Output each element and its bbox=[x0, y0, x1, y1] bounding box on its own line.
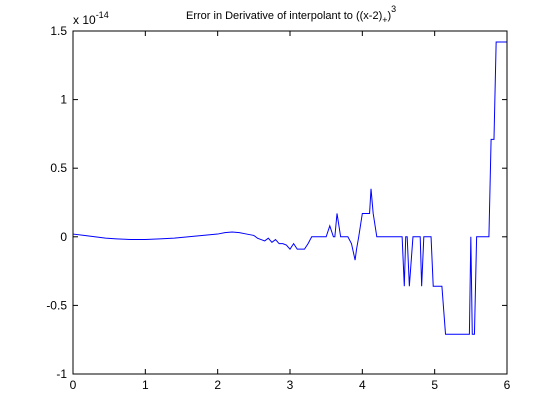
error-series-line bbox=[72, 41, 507, 335]
plot-area-background bbox=[73, 31, 507, 374]
y-scale-exponent-label: x 10-14 bbox=[73, 10, 109, 27]
y-tick-label: 0 bbox=[60, 230, 67, 244]
y-tick-label: 1.5 bbox=[50, 24, 67, 38]
x-axis: 0 1 2 3 4 5 6 bbox=[70, 31, 511, 392]
x-tick-label: 0 bbox=[70, 378, 77, 392]
x-tick-label: 1 bbox=[142, 378, 149, 392]
plot-area-border bbox=[72, 30, 508, 375]
y-tick-label: 1 bbox=[60, 93, 67, 107]
x-tick-label: 4 bbox=[359, 378, 366, 392]
x-tick-label: 2 bbox=[214, 378, 221, 392]
y-axis: -1 -0.5 0 0.5 1 1.5 bbox=[46, 24, 507, 381]
x-tick-label: 5 bbox=[431, 378, 438, 392]
x-tick-label: 3 bbox=[287, 378, 294, 392]
chart-title: Error in Derivative of interpolant to ((… bbox=[186, 4, 396, 25]
y-tick-label: -1 bbox=[56, 367, 67, 381]
y-tick-label: -0.5 bbox=[46, 298, 67, 312]
x-tick-label: 6 bbox=[504, 378, 511, 392]
y-tick-label: 0.5 bbox=[50, 161, 67, 175]
